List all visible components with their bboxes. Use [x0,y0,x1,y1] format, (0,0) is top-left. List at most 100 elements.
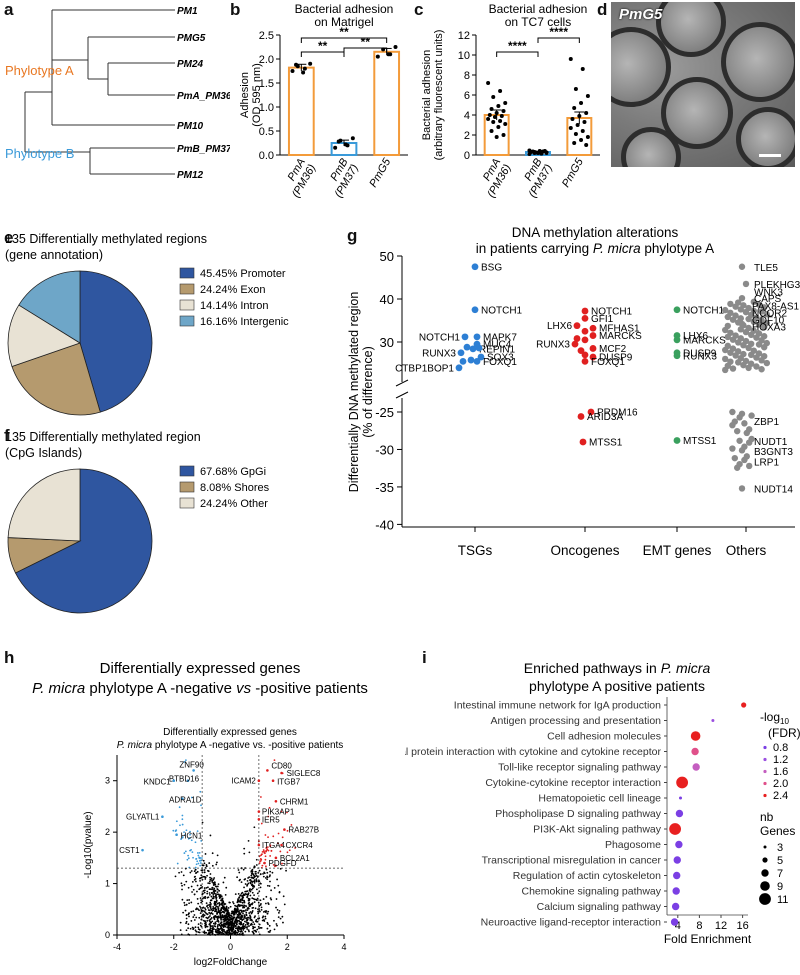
volcano-point [223,876,226,879]
volcano-point [269,855,272,857]
x-axis-label: log2FoldChange [194,957,268,968]
volcano-point [202,915,205,918]
chart-title-line2: phylotype A positive patients [529,678,705,694]
volcano-point [176,862,179,865]
volcano-point [251,883,254,886]
volcano-point [213,933,216,936]
volcano-point [265,849,268,852]
volcano-point [266,884,269,887]
volcano-point [199,887,202,890]
volcano-point [204,908,207,911]
gene-label: CHRM1 [280,797,309,806]
volcano-point [263,850,265,853]
volcano-point [219,910,221,912]
y-tick-label: 1.0 [259,102,274,114]
pathway-label: PI3K-Akt signaling pathway [533,824,662,836]
gene-label: SIGLEC8 [287,769,321,778]
volcano-point [281,915,284,918]
bar [287,66,315,156]
point-label: NCOR2 [752,308,787,319]
volcano-point [211,897,214,900]
gene-label: HCN1 [181,832,203,841]
volcano-point [236,933,239,936]
volcano-point [213,918,216,921]
chart-adhesion-matrigel: Bacterial adhesion on Matrigel Adhesion(OD… [239,2,408,200]
volcano-point [241,896,244,898]
volcano-point [227,924,230,927]
volcano-point [193,870,196,873]
volcano-point [187,857,190,860]
point-label: MTSS1 [589,437,623,448]
volcano-point [216,902,219,905]
clade-phylotype-a: Phylotype A [5,63,74,78]
volcano-point [222,881,225,884]
data-point [336,139,341,144]
volcano-point [223,920,225,923]
volcano-point [191,851,194,854]
volcano-point [234,925,237,928]
volcano-point [250,874,253,877]
pathway-label: Transcriptional misregulation in cancer [482,855,662,867]
volcano-point [269,844,272,847]
volcano-point [249,882,252,885]
volcano-point [225,886,228,889]
y-tick-label: 3 [105,776,110,786]
volcano-point [243,901,246,904]
volcano-point [262,911,265,913]
data-point [581,314,589,322]
point-label: NOTCH1 [683,305,725,316]
chart-volcano: Differentially expressed genes P. micra p… [32,660,368,968]
volcano-point [180,933,183,936]
inner-title: Differentially expressed genes [163,727,297,738]
gene-label: PDGFD [269,859,297,868]
volcano-point [275,923,278,925]
volcano-point [243,894,246,897]
volcano-point [238,933,241,936]
volcano-point [229,905,232,908]
x-tick-label: 8 [696,920,702,932]
volcano-point [212,922,215,925]
point-label: ARID3A [587,412,623,423]
volcano-point [239,923,242,926]
volcano-point [228,932,231,935]
volcano-point [234,893,237,896]
volcano-point [199,897,202,900]
volcano-point [236,876,239,879]
volcano-point [199,922,202,924]
pathway-point [679,796,682,800]
data-point [375,54,380,59]
data-point [498,119,503,123]
volcano-point [268,806,271,809]
volcano-point [249,888,251,890]
volcano-point [187,927,190,930]
volcano-point [212,890,215,893]
volcano-point [246,919,249,922]
volcano-point [203,869,206,871]
volcano-point [205,931,208,934]
volcano-point [262,875,265,878]
volcano-point [189,927,192,930]
volcano-point [224,925,227,928]
volcano-point [203,891,206,894]
data-point [498,89,503,93]
volcano-point [259,882,262,885]
volcano-point [240,928,243,931]
volcano-point [258,905,261,907]
volcano-point [215,905,218,908]
volcano-point [198,916,201,919]
volcano-point [242,918,245,921]
volcano-point [270,898,273,901]
legend-size-swatch [763,845,767,849]
data-point [494,135,499,139]
significance-label: **** [549,25,568,39]
volcano-point [217,929,220,932]
volcano-point [212,882,215,884]
volcano-point [250,903,253,905]
volcano-point [212,909,215,912]
data-point [333,145,338,150]
legend-label: 24.24% Other [200,498,268,510]
leaf-pm24: PM24 [177,59,204,70]
volcano-point [275,898,278,900]
point-label: NOTCH1 [481,305,523,316]
